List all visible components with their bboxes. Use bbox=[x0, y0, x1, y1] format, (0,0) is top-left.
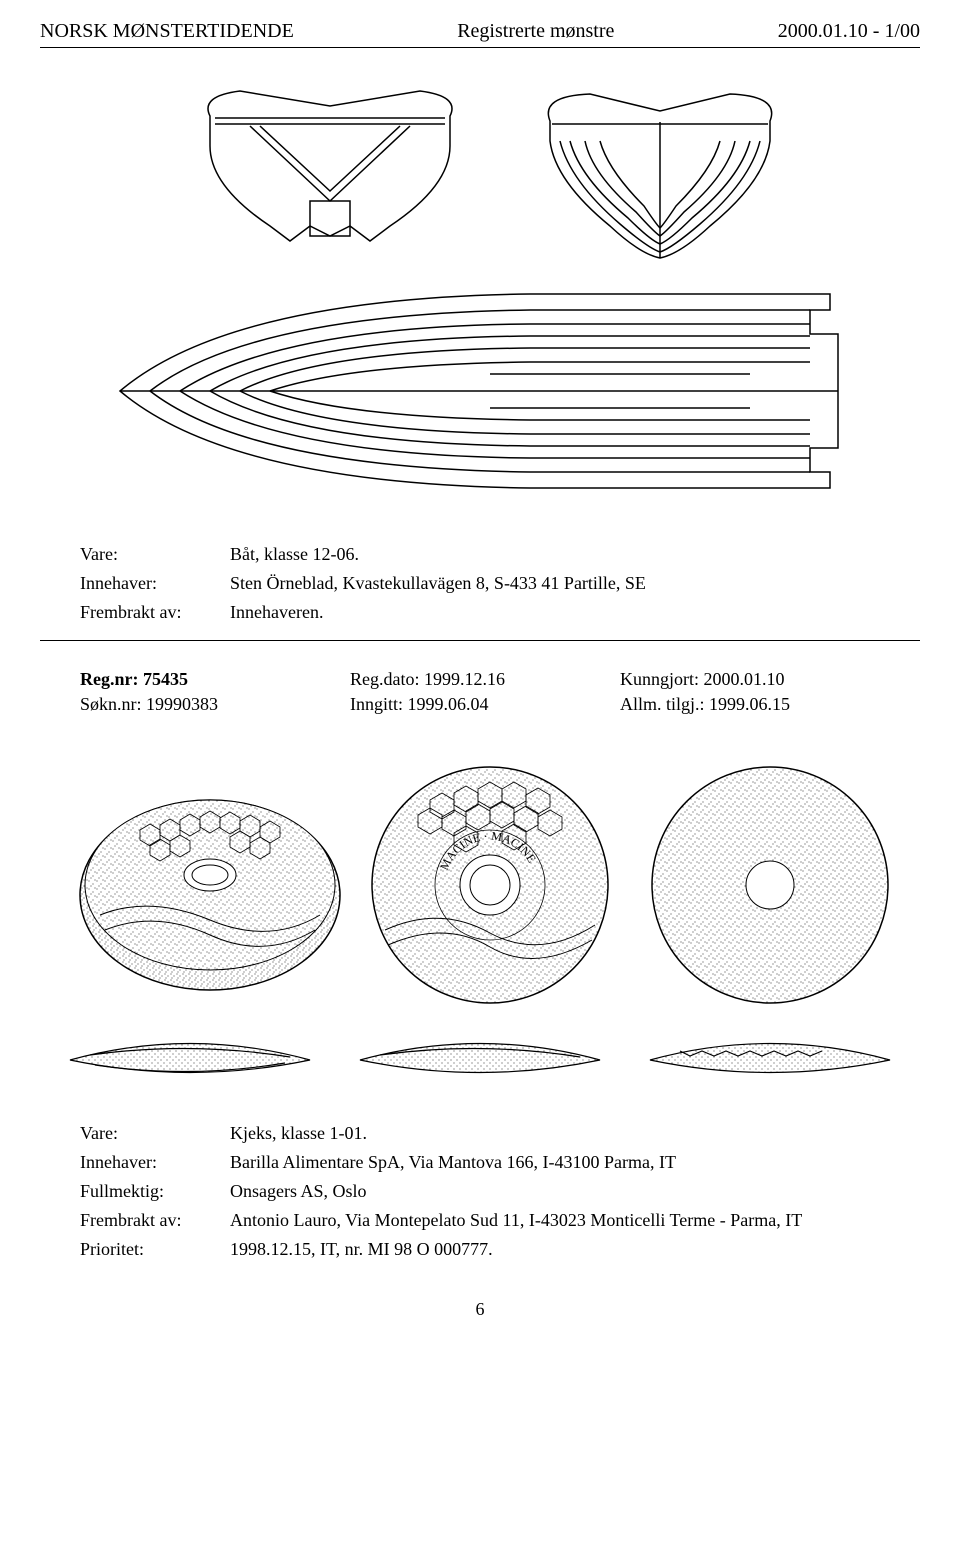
inngitt: Inngitt: 1999.06.04 bbox=[350, 694, 610, 715]
entry-row: Frembrakt av: Antonio Lauro, Via Montepe… bbox=[80, 1206, 920, 1235]
entry-label: Vare: bbox=[80, 540, 230, 569]
allm-tilgj: Allm. tilgj.: 1999.06.15 bbox=[620, 694, 880, 715]
entry-row: Innehaver: Sten Örneblad, Kvastekullaväg… bbox=[80, 569, 920, 598]
kunngjort: Kunngjort: 2000.01.10 bbox=[620, 669, 880, 690]
entry-label: Prioritet: bbox=[80, 1235, 230, 1264]
entry-value: Sten Örneblad, Kvastekullavägen 8, S-433… bbox=[230, 569, 920, 598]
entry-label: Fullmektig: bbox=[80, 1177, 230, 1206]
entry-label: Frembrakt av: bbox=[80, 598, 230, 627]
boat-drawing-plan bbox=[40, 266, 920, 516]
entry-row: Prioritet: 1998.12.15, IT, nr. MI 98 O 0… bbox=[80, 1235, 920, 1264]
entry-label: Vare: bbox=[80, 1119, 230, 1148]
entry-row: Vare: Kjeks, klasse 1-01. bbox=[80, 1119, 920, 1148]
entry-value: Barilla Alimentare SpA, Via Mantova 166,… bbox=[230, 1148, 920, 1177]
entry-row: Innehaver: Barilla Alimentare SpA, Via M… bbox=[80, 1148, 920, 1177]
header-right: 2000.01.10 - 1/00 bbox=[778, 20, 920, 43]
entry-row: Fullmektig: Onsagers AS, Oslo bbox=[80, 1177, 920, 1206]
biscuit-drawing-sides bbox=[40, 1025, 920, 1095]
header-left: NORSK MØNSTERTIDENDE bbox=[40, 20, 294, 43]
sokn-nr: Søkn.nr: 19990383 bbox=[80, 694, 340, 715]
reg-nr: Reg.nr: 75435 bbox=[80, 669, 340, 690]
entry-label: Innehaver: bbox=[80, 1148, 230, 1177]
header-center: Registrerte mønstre bbox=[457, 20, 614, 43]
entry-value: Innehaveren. bbox=[230, 598, 920, 627]
reg-dato: Reg.dato: 1999.12.16 bbox=[350, 669, 610, 690]
reg-row: Reg.nr: 75435 Reg.dato: 1999.12.16 Kunng… bbox=[80, 669, 880, 690]
entry-label: Innehaver: bbox=[80, 569, 230, 598]
page-header: NORSK MØNSTERTIDENDE Registrerte mønstre… bbox=[40, 20, 920, 48]
entry-row: Vare: Båt, klasse 12-06. bbox=[80, 540, 920, 569]
entry-row: Frembrakt av: Innehaveren. bbox=[80, 598, 920, 627]
entry-value: Antonio Lauro, Via Montepelato Sud 11, I… bbox=[230, 1206, 920, 1235]
boat-drawing-top bbox=[40, 56, 920, 266]
entry-block-1: Vare: Båt, klasse 12-06. Innehaver: Sten… bbox=[80, 540, 920, 626]
entry-block-2: Vare: Kjeks, klasse 1-01. Innehaver: Bar… bbox=[80, 1119, 920, 1263]
entry-label: Frembrakt av: bbox=[80, 1206, 230, 1235]
entry-value: Kjeks, klasse 1-01. bbox=[230, 1119, 920, 1148]
page-number: 6 bbox=[40, 1299, 920, 1320]
entry-value: Onsagers AS, Oslo bbox=[230, 1177, 920, 1206]
biscuit-drawing-top: MACINE · MACINE bbox=[40, 735, 920, 1025]
entry-value: Båt, klasse 12-06. bbox=[230, 540, 920, 569]
entry-value: 1998.12.15, IT, nr. MI 98 O 000777. bbox=[230, 1235, 920, 1264]
separator bbox=[40, 640, 920, 641]
reg-row: Søkn.nr: 19990383 Inngitt: 1999.06.04 Al… bbox=[80, 694, 880, 715]
